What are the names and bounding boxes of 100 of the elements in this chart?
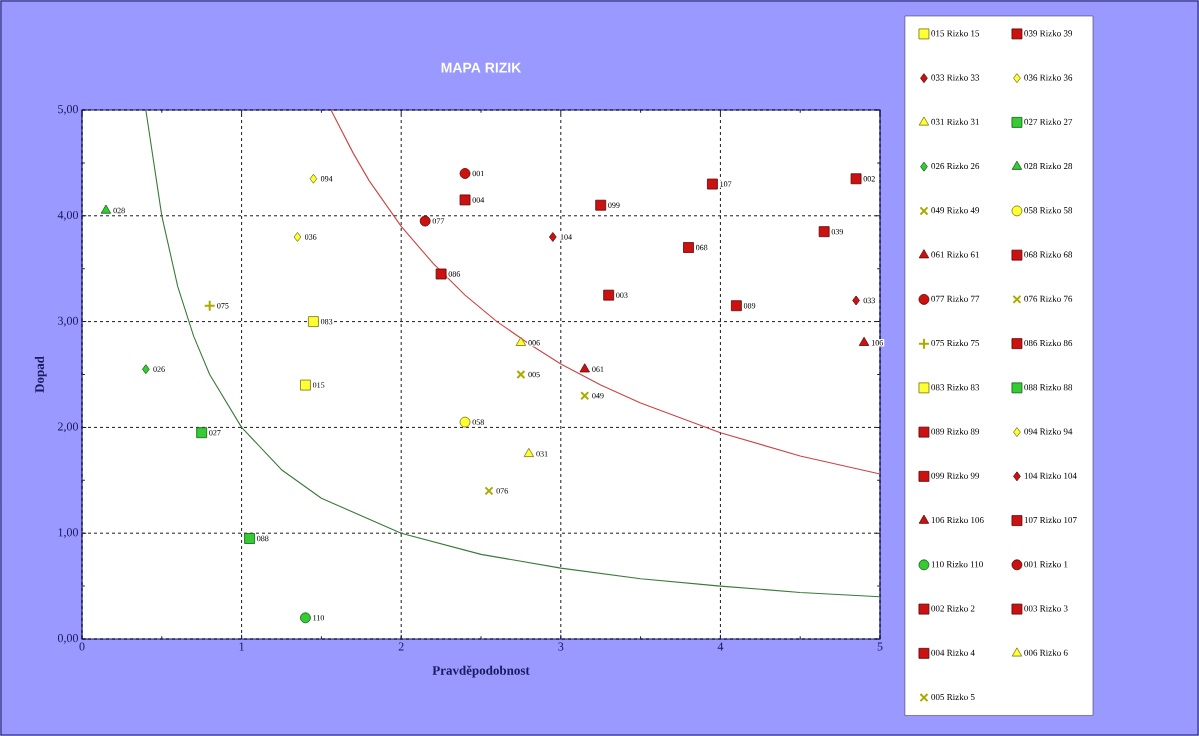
annotation: 106 — [871, 340, 884, 346]
legend-label: 001 Rizko 1 — [1024, 560, 1068, 568]
legend-label: 028 Rizko 28 — [1024, 162, 1073, 170]
annotation: 086 — [448, 271, 461, 277]
legend-label: 026 Rizko 26 — [931, 162, 980, 170]
chart-title: MAPA RIZIK — [441, 62, 522, 73]
annotation: 061 — [592, 366, 604, 372]
annotation: 077 — [432, 218, 445, 224]
annotation: 004 — [472, 197, 485, 203]
point — [142, 364, 150, 375]
legend-label: 075 Rizko 75 — [931, 339, 980, 347]
point — [196, 427, 208, 439]
legend-label: 061 Rizko 61 — [931, 251, 979, 258]
legend-label: 106 Rizko 106 — [931, 516, 984, 524]
legend-label: 076 Rizko 76 — [1024, 295, 1073, 302]
y-tick-label: 4,00 — [57, 210, 78, 221]
legend-label: 031 Rizko 31 — [931, 118, 979, 125]
point — [300, 379, 311, 391]
annotation: 031 — [536, 451, 548, 457]
point — [858, 336, 870, 346]
x-tick-label: 1 — [239, 642, 244, 651]
x-tick-label: 5 — [877, 642, 883, 651]
x-tick-label: 2 — [398, 642, 404, 651]
legend-label: 049 Rizko 49 — [931, 207, 980, 214]
legend-label: 004 Rizko 4 — [931, 649, 975, 656]
legend-label: 104 Rizko 104 — [1024, 472, 1077, 479]
annotation: 088 — [257, 535, 269, 542]
y-tick-label: 3,00 — [58, 316, 78, 327]
point — [300, 612, 311, 624]
x-axis-title: Pravděpodobnost — [432, 665, 530, 678]
y-tick-label: 1,00 — [58, 528, 78, 539]
legend-label: 083 Rizko 83 — [931, 384, 980, 391]
point — [100, 204, 112, 214]
point — [516, 369, 526, 380]
annotation: 049 — [592, 392, 604, 399]
annotation: 015 — [312, 382, 325, 388]
point — [309, 173, 318, 184]
y-axis-title: Dopad — [34, 356, 47, 393]
point — [707, 178, 718, 190]
x-tick-label: 3 — [558, 642, 564, 651]
annotation: 026 — [153, 366, 165, 372]
annotation: 027 — [209, 429, 221, 436]
y-tick-label: 0,00 — [57, 634, 78, 644]
point — [459, 168, 471, 179]
legend-label: 094 Rizko 94 — [1024, 428, 1073, 435]
annotation: 076 — [496, 488, 508, 494]
y-tick-label: 2,00 — [58, 422, 78, 433]
point — [484, 486, 494, 496]
legend-label: 039 Rizko 39 — [1024, 30, 1073, 37]
point — [308, 316, 319, 327]
annotation: 089 — [743, 303, 756, 309]
point — [595, 199, 607, 211]
point — [683, 242, 694, 253]
point — [419, 215, 431, 227]
annotation: 005 — [528, 371, 540, 378]
annotation: 039 — [831, 228, 844, 235]
legend-label: 027 Rizko 27 — [1024, 118, 1073, 125]
point — [459, 416, 471, 428]
point — [603, 289, 615, 301]
annotation: 094 — [320, 176, 333, 182]
point — [515, 336, 527, 346]
legend-label: 058 Rizko 58 — [1024, 207, 1073, 214]
legend-label: 002 Rizko 2 — [931, 605, 975, 612]
annotation: 033 — [863, 297, 875, 304]
point — [852, 295, 860, 306]
point — [435, 268, 447, 280]
annotation: 003 — [616, 292, 628, 298]
annotation: 099 — [608, 202, 620, 208]
y-tick-label: 5,00 — [58, 105, 78, 115]
legend-label: 107 Rizko 107 — [1024, 516, 1077, 524]
point — [730, 300, 742, 312]
annotation: 001 — [472, 170, 484, 177]
point — [549, 232, 557, 242]
annotation: 068 — [695, 244, 708, 251]
legend-label: 033 Rizko 33 — [931, 74, 980, 81]
annotation: 058 — [472, 419, 484, 425]
point — [244, 533, 255, 544]
point — [818, 226, 830, 238]
line-series — [145, 109, 881, 598]
legend-label: 068 Rizko 68 — [1024, 251, 1073, 258]
point — [203, 299, 216, 312]
point — [580, 391, 590, 401]
x-tick-label: 4 — [717, 642, 724, 651]
legend-label: 110 Rizko 110 — [931, 560, 983, 568]
legend-label: 077 Rizko 77 — [931, 295, 980, 302]
legend-label: 006 Rizko 6 — [1024, 649, 1068, 656]
legend-label: 003 Rizko 3 — [1024, 605, 1068, 612]
annotation: 104 — [560, 234, 572, 240]
legend-label: 086 Rizko 86 — [1024, 339, 1073, 347]
annotation: 110 — [313, 615, 325, 621]
annotation: 107 — [720, 181, 732, 187]
point — [579, 363, 590, 373]
annotation: 002 — [863, 176, 875, 182]
legend-label: 089 Rizko 89 — [931, 428, 980, 435]
point — [293, 232, 302, 242]
legend-label: 036 Rizko 36 — [1024, 74, 1073, 81]
annotation: 006 — [528, 340, 540, 346]
annotation: 083 — [320, 318, 333, 325]
annotation: 036 — [304, 234, 317, 240]
legend-label: 005 Rizko 5 — [931, 693, 975, 701]
